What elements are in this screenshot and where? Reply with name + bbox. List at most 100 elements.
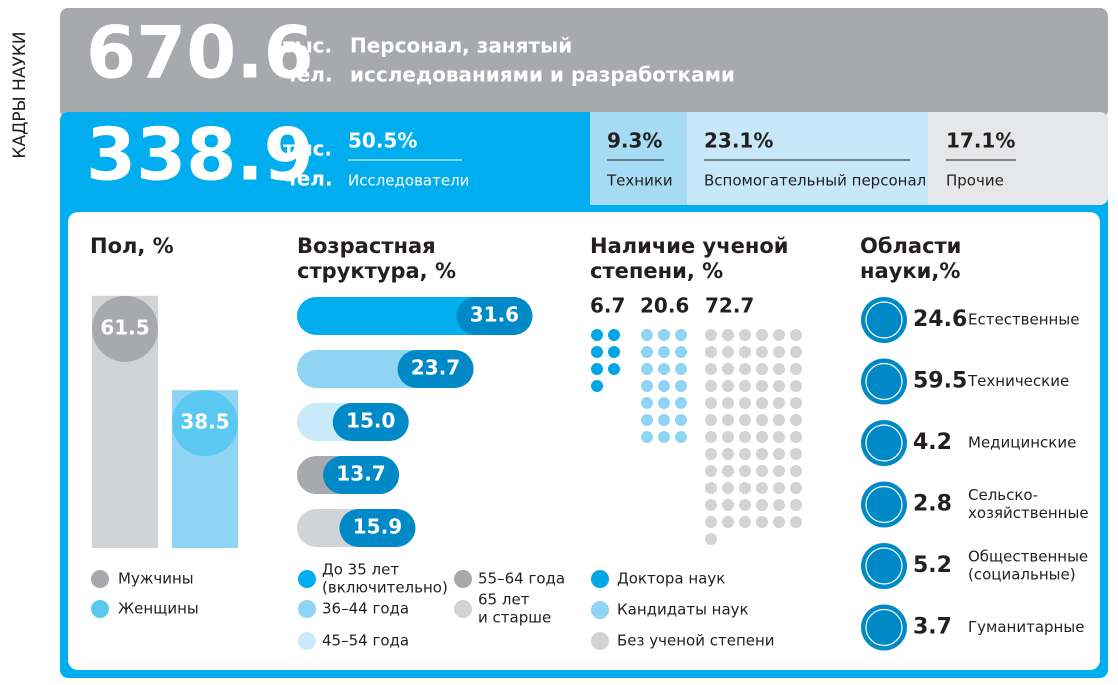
total-label: Персонал, занятый	[350, 34, 572, 58]
bar-value: 15.0	[346, 409, 395, 433]
dot-group	[641, 329, 687, 443]
unit: чел.	[283, 63, 333, 87]
value: 3.7	[913, 615, 952, 640]
dot	[790, 380, 802, 392]
dot	[722, 329, 734, 341]
legend-dot	[591, 601, 609, 619]
dot	[790, 516, 802, 528]
dot	[790, 448, 802, 460]
dot	[739, 482, 751, 494]
bar-value: 61.5	[100, 315, 149, 339]
dot	[756, 380, 768, 392]
unit: тыс.	[283, 34, 332, 58]
icon	[861, 604, 907, 651]
dot	[675, 397, 687, 409]
dot	[790, 397, 802, 409]
dot	[773, 465, 785, 477]
section-title: Пол, %	[90, 234, 174, 258]
dot	[756, 482, 768, 494]
dot	[739, 363, 751, 375]
bar-tag	[323, 456, 400, 494]
legend-label: Медицинские	[968, 434, 1076, 452]
value: 4.2	[913, 430, 952, 455]
bar-value: 38.5	[180, 410, 229, 434]
icon	[861, 420, 907, 466]
dot	[756, 499, 768, 511]
legend-label: 55–64 года	[478, 570, 565, 588]
segment	[687, 112, 928, 205]
dot	[658, 414, 670, 426]
icon-ring	[865, 424, 903, 462]
dot	[705, 482, 717, 494]
dot	[591, 380, 603, 392]
dot	[790, 431, 802, 443]
dot	[756, 329, 768, 341]
share: 9.3%	[607, 129, 662, 153]
dot	[675, 380, 687, 392]
bar-value: 15.9	[353, 515, 402, 539]
dot	[705, 363, 717, 375]
dot	[739, 448, 751, 460]
dot	[773, 516, 785, 528]
value: 6.7	[590, 294, 625, 318]
section-title: степени, %	[590, 259, 723, 283]
dot	[756, 397, 768, 409]
dot	[756, 465, 768, 477]
dot	[608, 329, 620, 341]
dot	[722, 516, 734, 528]
legend-label: Доктора наук	[617, 570, 725, 588]
value: 24.6	[913, 307, 967, 332]
legend-dot	[591, 570, 609, 588]
dot	[773, 397, 785, 409]
dot	[705, 346, 717, 358]
legend-label: 65 лет	[478, 591, 530, 609]
legend-dot	[91, 570, 109, 588]
bar-cap	[172, 390, 238, 457]
dot	[756, 346, 768, 358]
dot	[591, 363, 603, 375]
dot	[722, 363, 734, 375]
value: 5.2	[913, 553, 952, 578]
dot	[705, 448, 717, 460]
legend-dot	[591, 632, 609, 650]
dot	[773, 346, 785, 358]
dot	[739, 380, 751, 392]
icon-ring	[865, 547, 903, 585]
legend-label: До 35 лет	[322, 561, 399, 579]
segment	[928, 112, 948, 205]
total-label: исследованиями и разработками	[350, 63, 735, 87]
segment	[590, 112, 687, 205]
dot	[756, 516, 768, 528]
dot	[591, 329, 603, 341]
legend-label: Общественные	[968, 548, 1088, 566]
dot	[705, 329, 717, 341]
share-name: Исследователи	[348, 172, 469, 190]
dot	[739, 499, 751, 511]
dot	[658, 346, 670, 358]
section-title: Возрастная	[297, 234, 436, 258]
legend-dot	[298, 600, 316, 618]
researchers-value: 338.9	[86, 113, 314, 197]
dot	[722, 482, 734, 494]
total-value: 670.6	[86, 11, 314, 95]
dot	[658, 397, 670, 409]
dot	[739, 465, 751, 477]
dot	[739, 397, 751, 409]
section-title: Наличие ученой	[590, 234, 789, 258]
bar-value: 31.6	[470, 303, 519, 327]
dot	[641, 363, 653, 375]
icon-ring	[865, 362, 903, 401]
dot	[773, 431, 785, 443]
legend-label: Кандидаты наук	[617, 601, 749, 619]
legend-label: Сельско-	[968, 486, 1038, 504]
bar-tag	[397, 350, 474, 388]
legend-dot	[298, 632, 316, 650]
legend-label: Женщины	[118, 600, 199, 618]
bar-value: 23.7	[411, 356, 460, 380]
dot	[608, 363, 620, 375]
dot	[641, 380, 653, 392]
icon	[861, 481, 907, 528]
legend-dot	[91, 600, 109, 618]
icon-ring	[865, 608, 903, 647]
